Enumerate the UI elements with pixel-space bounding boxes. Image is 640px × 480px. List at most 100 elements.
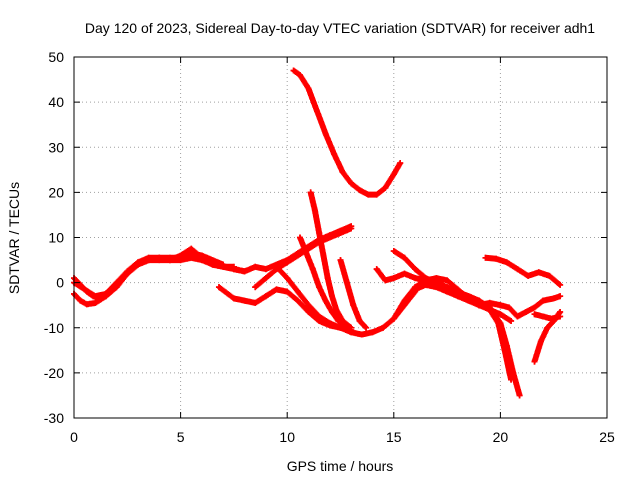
data-point [522,308,529,315]
series-track-3 [71,245,237,300]
data-point [305,302,312,309]
data-point [495,320,502,327]
data-point [422,281,429,288]
data-point [326,320,333,327]
data-point [544,324,551,331]
data-point [220,263,227,270]
data-point [550,295,557,302]
data-point [557,293,564,300]
data-point [454,293,461,300]
data-point [314,108,321,115]
data-point [540,313,547,320]
data-point [401,270,408,277]
grid-lines [74,57,607,418]
data-point [412,286,419,293]
data-point [535,269,542,276]
axis-ticks: 0 5 10 15 20 25 -30 -20 -10 0 10 20 30 40 50 [44,49,615,445]
data-point [356,187,363,194]
data-point [316,229,323,236]
data-point [380,324,387,331]
data-point [476,302,483,309]
y-tick-label: 40 [48,94,64,110]
data-point [290,67,297,74]
x-tick-label: 0 [70,429,78,445]
data-point [505,304,512,311]
data-point [531,358,538,365]
data-point [531,311,538,318]
data-point [252,299,259,306]
data-point [537,338,544,345]
data-point [531,304,538,311]
y-axis-label: SDTVAR / TECUs [6,182,22,294]
data-point [113,281,120,288]
data-point [309,266,316,273]
data-point [493,255,500,262]
data-point [373,266,380,273]
data-point [326,234,333,241]
series-track-11 [273,263,355,334]
series-track-16 [482,254,564,288]
x-tick-label: 25 [599,429,615,445]
data-point [482,254,489,261]
data-point [316,313,323,320]
data-point [262,293,269,300]
data-point [348,327,355,334]
data-point [390,248,397,255]
data-point [390,315,397,322]
data-point [230,266,237,273]
x-tick-label: 15 [386,429,402,445]
data-point [444,288,451,295]
y-tick-label: -10 [44,320,64,336]
data-point [412,275,419,282]
data-point [465,297,472,304]
data-point [296,234,303,241]
data-point [363,324,370,331]
data-point [215,284,222,291]
data-point [81,286,88,293]
data-point [486,306,493,313]
data-point [390,171,397,178]
data-point [134,261,141,268]
data-point [328,293,335,300]
data-point [337,257,344,264]
series-track-14 [390,275,515,324]
data-point [145,257,152,264]
data-point [401,297,408,304]
data-marks [71,67,564,399]
data-point [444,277,451,284]
y-tick-label: -20 [44,365,64,381]
data-point [373,191,380,198]
data-point [252,284,259,291]
data-point [358,331,365,338]
data-point [294,252,301,259]
data-point [320,252,327,259]
data-point [252,263,259,270]
data-point [273,286,280,293]
data-point [296,72,303,79]
data-point [433,284,440,291]
data-point [497,302,504,309]
data-point [230,295,237,302]
data-point [365,191,372,198]
data-point [303,250,310,257]
data-point [77,297,84,304]
data-point [348,180,355,187]
data-point [311,207,318,214]
data-point [356,317,363,324]
data-point [124,270,131,277]
x-axis-label: GPS time / hours [287,458,394,474]
data-point [284,275,291,282]
data-point [516,392,523,399]
data-point [514,313,521,320]
series-track-10 [337,257,370,331]
data-point [501,347,508,354]
data-point [382,277,389,284]
data-point [102,290,109,297]
data-point [548,315,555,322]
data-point [486,299,493,306]
data-point [369,329,376,336]
data-point [305,308,312,315]
data-point [177,252,184,259]
series-track-15 [412,281,504,309]
